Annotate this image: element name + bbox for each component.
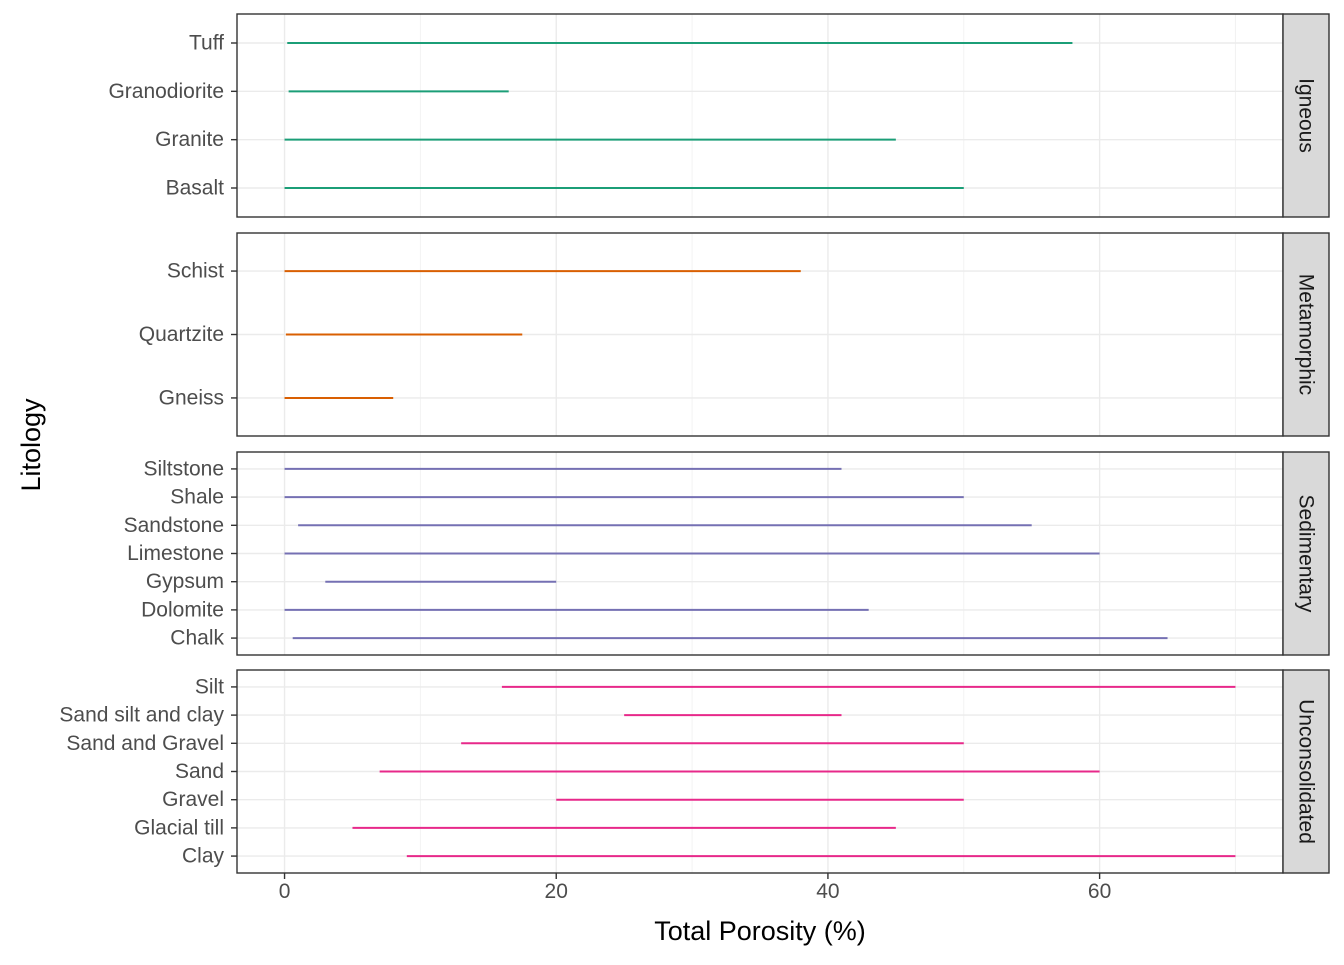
y-tick-label-schist: Schist [167,260,224,283]
x-tick-label: 40 [816,880,839,903]
y-tick-label-limestone: Limestone [127,542,224,565]
x-tick-label: 20 [545,880,568,903]
x-axis: 0 20 40 60 [279,873,1111,903]
facet-strip-label-sedimentary: Sedimentary [1295,495,1318,613]
y-tick-label-sand-and-gravel: Sand and Gravel [66,732,224,755]
y-tick-label-granodiorite: Granodiorite [108,80,224,103]
y-axis-title: Litology [16,398,46,492]
facet-panels: Tuff Granodiorite Granite Basalt Igneous Schi… [59,13,1330,874]
facet-strip-label-unconsolidated: Unconsolidated [1295,699,1318,844]
y-tick-label-basalt: Basalt [166,177,225,200]
facet-strip [1282,232,1330,437]
y-tick-label-sand-silt-and-clay: Sand silt and clay [59,704,224,727]
y-tick-label-silt: Silt [195,675,224,698]
facet-strip [1282,451,1330,656]
y-tick-label-sandstone: Sandstone [124,514,224,537]
y-tick-label-sand: Sand [175,760,224,783]
y-tick-label-tuff: Tuff [189,32,224,55]
y-tick-label-dolomite: Dolomite [141,598,224,621]
y-tick-label-quartzite: Quartzite [139,323,224,346]
facet-strip [1282,669,1330,874]
panel-background [237,14,1283,217]
y-tick-label-granite: Granite [155,128,224,151]
y-tick-label-gravel: Gravel [162,788,224,811]
y-tick-label-chalk: Chalk [170,627,224,650]
y-tick-label-glacial-till: Glacial till [134,816,224,839]
facet-strip-label-igneous: Igneous [1295,78,1318,153]
y-tick-label-gypsum: Gypsum [146,570,224,593]
facet-panel-unconsolidated: Silt Sand silt and clay Sand and Gravel San… [59,669,1330,874]
facet-strip [1282,13,1330,218]
facet-panel-igneous: Tuff Granodiorite Granite Basalt Igneous [108,13,1330,218]
y-tick-label-siltstone: Siltstone [143,457,224,480]
y-tick-label-clay: Clay [182,845,225,868]
y-tick-label-gneiss: Gneiss [159,386,224,409]
y-tick-label-shale: Shale [170,486,224,509]
x-tick-label: 0 [279,880,291,903]
facet-panel-metamorphic: Schist Quartzite Gneiss Metamorphic [139,232,1330,437]
facet-strip-label-metamorphic: Metamorphic [1295,274,1318,395]
facet-panel-sedimentary: Siltstone Shale Sandstone Limestone Gypsum Do… [124,451,1330,656]
x-axis-title: Total Porosity (%) [654,916,866,946]
x-tick-label: 60 [1088,880,1111,903]
